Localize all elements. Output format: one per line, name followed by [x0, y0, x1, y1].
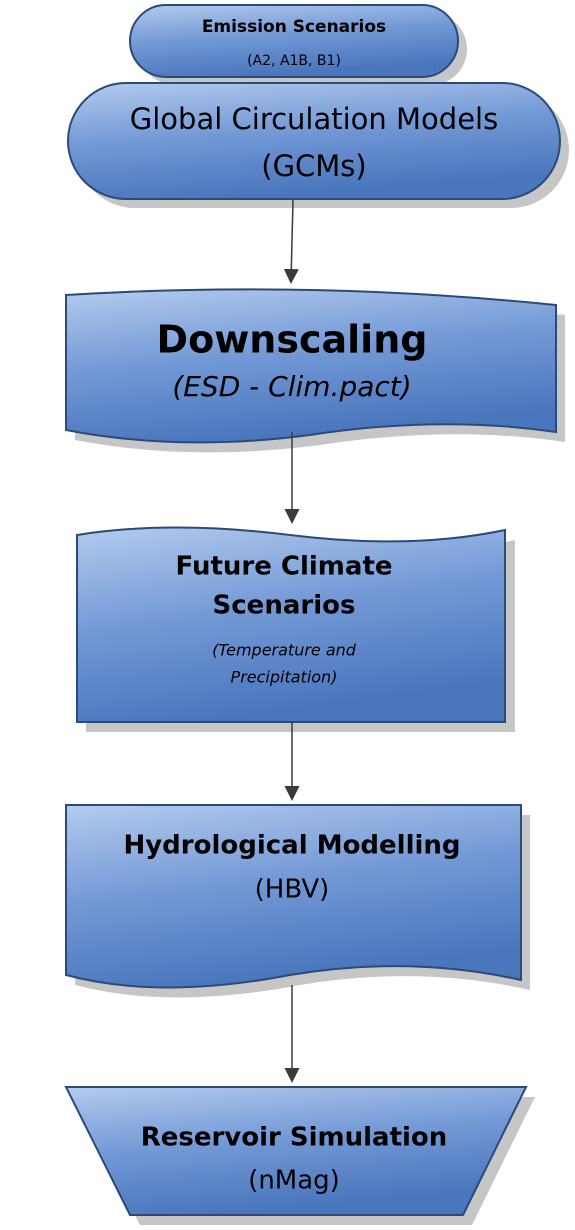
- node-subtitle: (HBV): [255, 875, 330, 905]
- terminator-shape: [129, 4, 459, 78]
- trapezoid-shape: [64, 1086, 528, 1216]
- node-title: Emission Scenarios: [202, 17, 386, 37]
- arrow: [283, 199, 299, 284]
- node-subtitle: (A2, A1B, B1): [247, 53, 341, 69]
- node-title: Downscaling: [157, 318, 428, 362]
- node-title: Global Circulation Models: [130, 102, 498, 136]
- node-title: Future Climate: [175, 552, 392, 582]
- node-subtitle: (ESD - Clim.pact): [172, 370, 411, 403]
- node-title: Scenarios: [213, 591, 356, 621]
- terminator-shape: [67, 82, 561, 200]
- node-subtitle: (Temperature and: [212, 641, 357, 660]
- node-subtitle: Precipitation): [231, 668, 338, 687]
- node-subtitle: (nMag): [248, 1166, 340, 1196]
- node-subtitle: (GCMs): [261, 149, 366, 183]
- tape-shape: [65, 288, 557, 444]
- card-shape: [76, 526, 506, 723]
- node-title: Reservoir Simulation: [141, 1123, 448, 1153]
- document-shape: [65, 804, 522, 989]
- node-title: Hydrological Modelling: [123, 831, 460, 861]
